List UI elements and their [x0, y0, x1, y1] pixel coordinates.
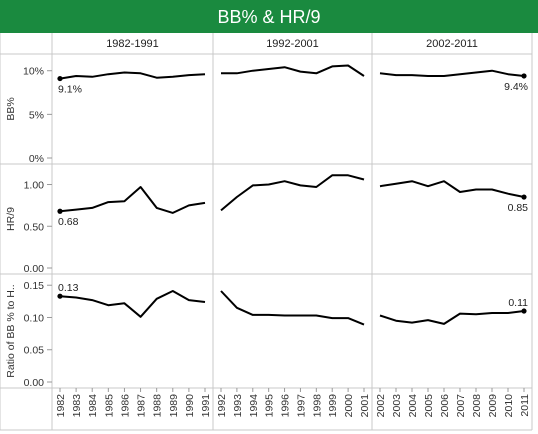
y-axis-label: BB%: [5, 97, 17, 120]
panel-title-1982-1991: 1982-1991: [106, 38, 159, 50]
point-marker: [57, 208, 63, 214]
y-tick-label: 0.10: [24, 312, 45, 324]
x-tick-label: 1996: [280, 394, 292, 418]
y-tick-label: 0.00: [24, 377, 45, 389]
x-tick-label: 1988: [152, 394, 164, 418]
x-tick-label: 1985: [103, 394, 115, 418]
x-tick-label: 1987: [136, 394, 148, 418]
x-tick-label: 2001: [359, 394, 371, 418]
y-tick-label: 0.15: [24, 280, 45, 292]
data-label: 0.85: [508, 202, 529, 214]
x-tick-label: 1989: [168, 394, 180, 418]
x-tick-label: 1999: [327, 394, 339, 418]
y-tick-label: 0.00: [24, 263, 45, 275]
x-tick-label: 1992: [216, 394, 228, 418]
series-line-Ratio of BB % to H..-2002-2011: [379, 310, 525, 325]
plot-area: 1982-1991 1992-2001 2002-2011 BB% 0% 5% 10% 9.1…: [0, 33, 533, 431]
x-tick-label: 1991: [200, 394, 212, 418]
y-tick-label: 5%: [29, 109, 44, 121]
x-tick-label: 1982: [55, 394, 67, 418]
y-tick-label: 10%: [23, 66, 44, 78]
x-tick-label: 2005: [423, 394, 435, 418]
x-tick-label: 1986: [119, 394, 131, 418]
panel-title-1992-2001: 1992-2001: [266, 38, 319, 50]
series-line-HR/9-1982-1991: [59, 186, 206, 214]
x-tick-label: 1994: [248, 394, 260, 418]
data-label: 9.1%: [58, 84, 82, 96]
series-line-Ratio of BB % to H..-1992-2001: [220, 290, 365, 326]
x-tick-label: 1995: [264, 394, 276, 418]
x-tick-label: 2010: [503, 394, 515, 418]
series-line-BB%-1992-2001: [221, 64, 365, 77]
y-tick-label: 0%: [29, 153, 44, 165]
data-label: 0.11: [508, 297, 528, 309]
y-tick-label: 0.50: [24, 221, 45, 233]
x-tick-label: 1997: [295, 394, 307, 418]
x-tick-label: 2011: [519, 394, 531, 417]
series-line-HR/9-2002-2011: [379, 180, 525, 198]
x-tick-label: 2003: [391, 394, 403, 418]
x-tick-label: 2002: [375, 394, 387, 418]
y-tick-label: 0.05: [24, 345, 45, 357]
x-tick-label: 2004: [407, 394, 419, 418]
x-tick-label: 1983: [71, 394, 83, 418]
x-tick-label: 1993: [232, 394, 244, 418]
panel-title-2002-2011: 2002-2011: [426, 38, 478, 50]
x-tick-label: 2000: [343, 394, 355, 418]
data-label: 0.68: [58, 216, 79, 228]
x-tick-label: 1990: [184, 394, 196, 418]
point-marker: [521, 194, 527, 200]
x-tick-label: 2008: [471, 394, 483, 418]
y-axis-label: HR/9: [5, 207, 17, 231]
x-tick-label: 2007: [455, 394, 467, 418]
point-marker: [521, 308, 527, 314]
x-tick-label: 1984: [87, 394, 99, 418]
series-line-BB%-2002-2011: [379, 69, 525, 77]
point-marker: [57, 75, 63, 82]
series-line-BB%-1982-1991: [59, 71, 206, 80]
x-tick-label: 1998: [311, 394, 323, 418]
point-marker: [521, 73, 527, 79]
y-tick-label: 1.00: [24, 180, 45, 192]
y-axis-label: Ratio of BB % to H..: [5, 284, 17, 377]
data-label: 9.4%: [504, 81, 528, 93]
series-line-Ratio of BB % to H..-1982-1991: [59, 290, 206, 318]
series-line-HR/9-1992-2001: [220, 174, 365, 212]
title-banner: [0, 0, 538, 33]
x-tick-label: 2009: [487, 394, 499, 418]
x-tick-label: 2006: [439, 394, 451, 418]
point-marker: [57, 293, 63, 299]
data-label: 0.13: [58, 282, 79, 294]
chart-title: BB% & HR/9: [217, 7, 320, 27]
